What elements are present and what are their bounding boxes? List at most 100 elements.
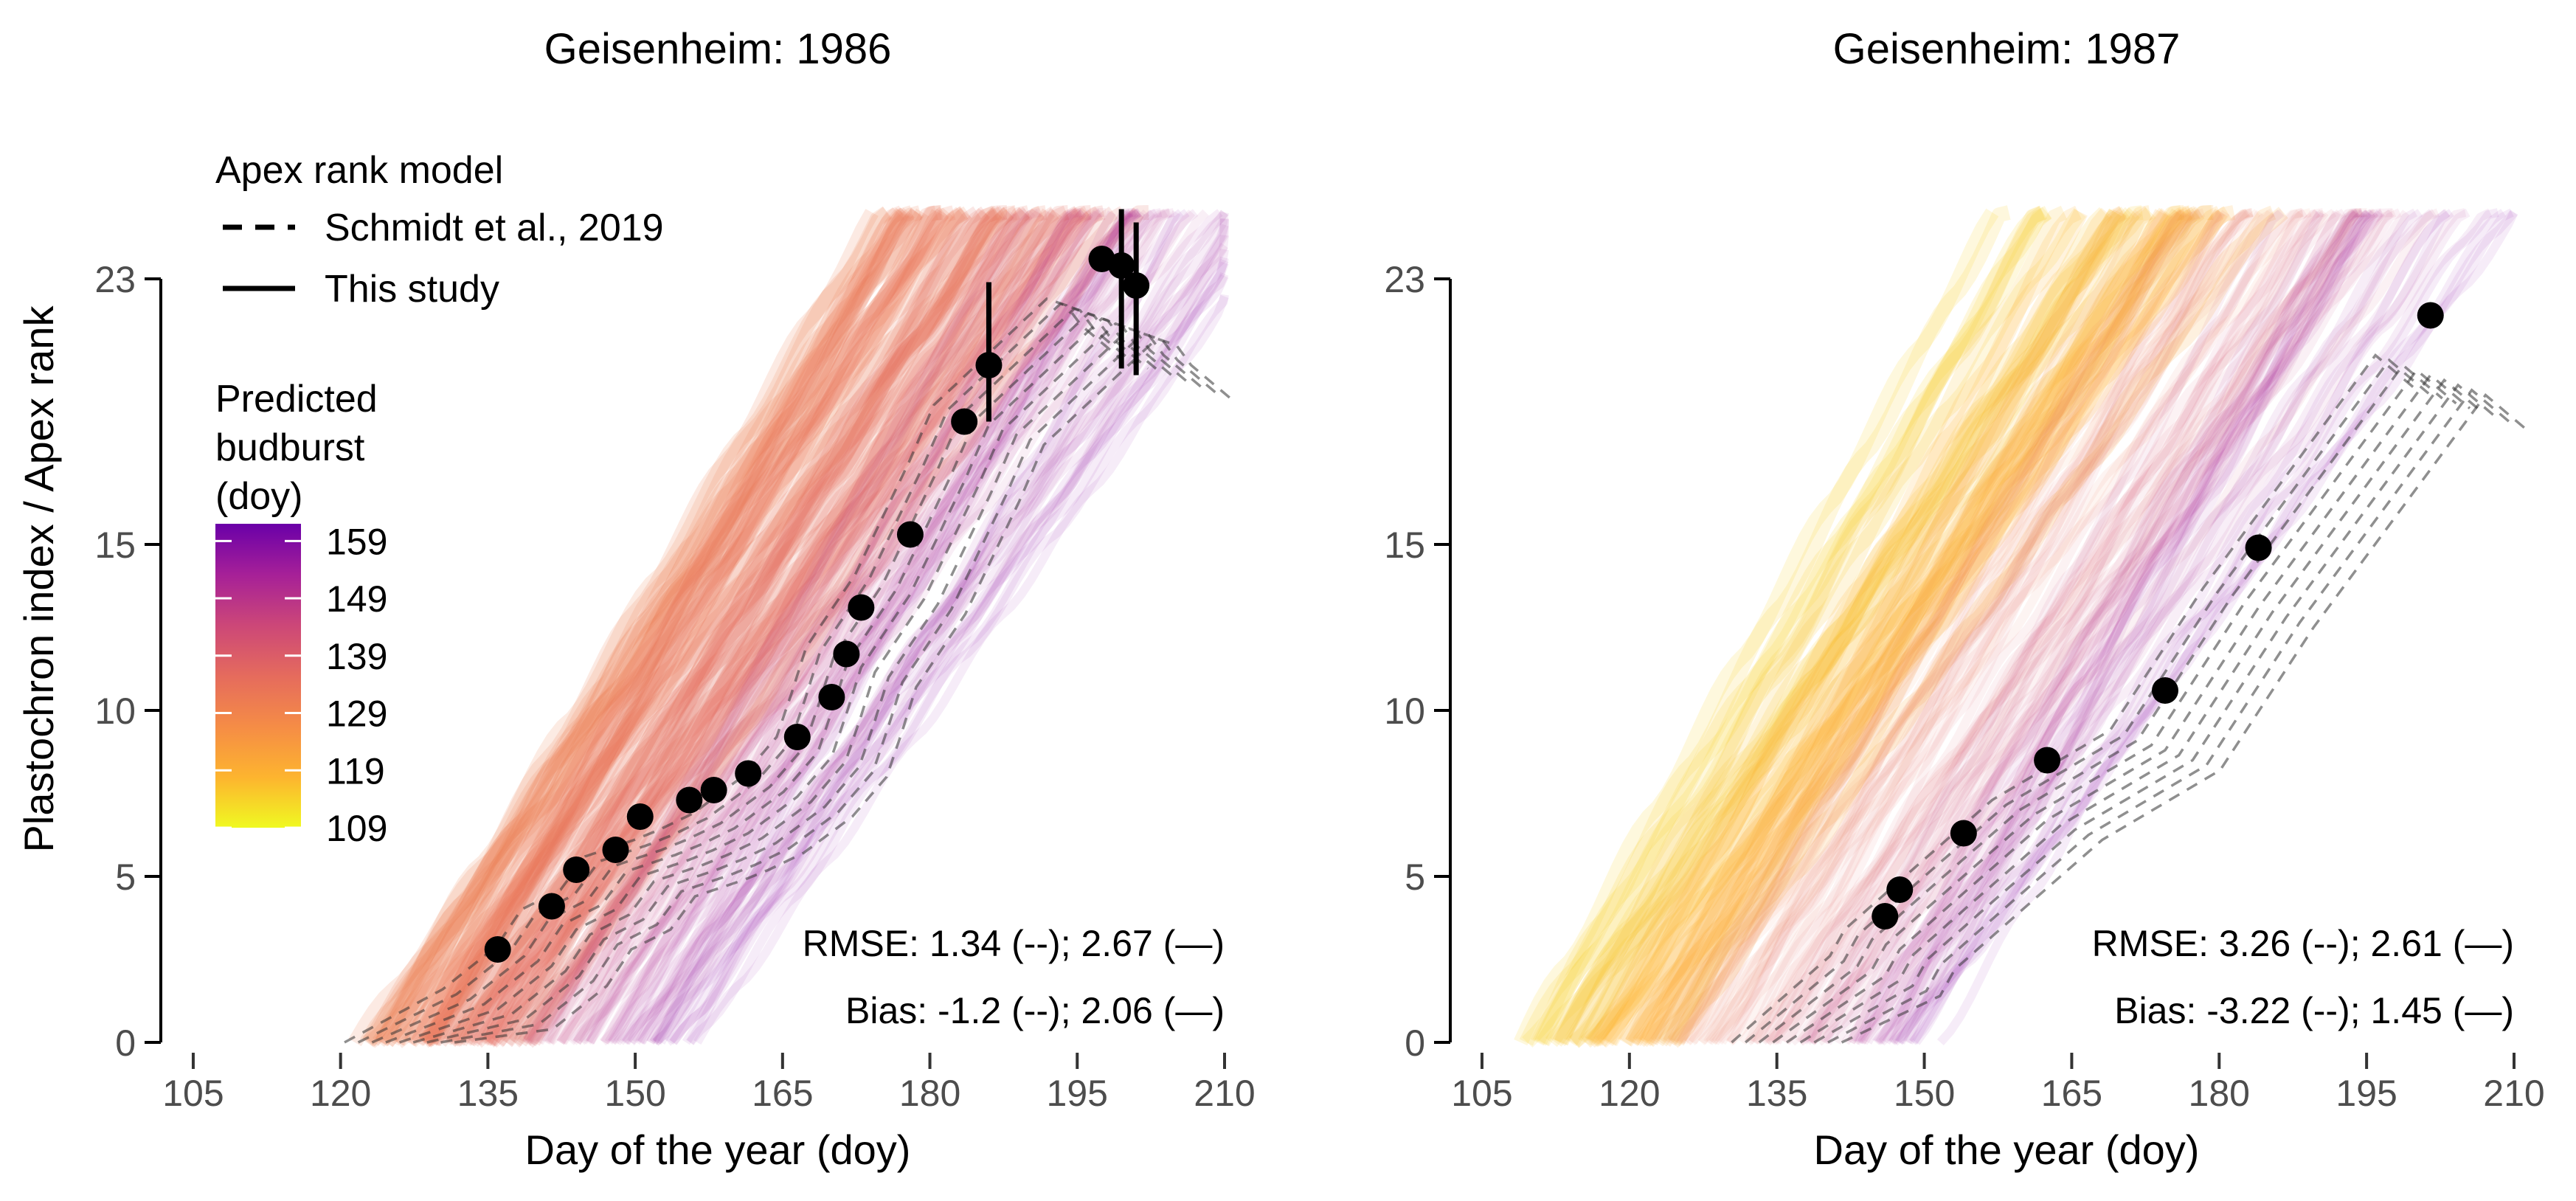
model-dashed-line (1827, 388, 2513, 1044)
ensemble-line (604, 208, 1140, 1045)
ensemble-line (1563, 207, 2136, 1047)
model-dashed-line (440, 332, 1218, 1044)
ensemble-line (1863, 209, 2451, 1045)
ensemble-line (381, 207, 893, 1048)
ensemble-line (544, 208, 1041, 1045)
x-tick-label: 150 (1894, 1073, 1955, 1114)
ensemble-line (1600, 206, 2082, 1047)
bias-annotation: Bias: -3.22 (--); 1.45 (—) (2114, 990, 2514, 1031)
ensemble-line (1891, 208, 2418, 1046)
ensemble-line (1764, 210, 2361, 1046)
ensemble-line (348, 206, 969, 1047)
ensemble-line (1841, 210, 2341, 1045)
model-dashed-line (399, 317, 1177, 1044)
ensemble-line (423, 205, 905, 1046)
ensemble-line (1799, 208, 2347, 1045)
ensemble-line (1536, 205, 2144, 1047)
observation-point (2245, 534, 2272, 561)
model-dashed-line (1786, 373, 2471, 1044)
ensemble-line (1875, 209, 2423, 1045)
ensemble-line (600, 208, 1175, 1045)
colorbar-tick-label: 149 (326, 578, 387, 620)
x-axis: 105 120 135 150 165 180 195 210 (162, 1053, 1256, 1114)
ensemble-line (1851, 208, 2437, 1045)
ensemble-line (522, 206, 1081, 1048)
ensemble-line (1534, 205, 2046, 1046)
ensemble-line (491, 208, 1045, 1047)
ensemble-line (1530, 205, 2011, 1046)
ensemble-line (1545, 207, 2156, 1048)
ensemble-line (1641, 206, 2232, 1048)
ensemble-line (1663, 210, 2142, 1045)
ensemble-line (362, 207, 955, 1047)
x-tick-label: 165 (752, 1073, 813, 1114)
observation-point (951, 408, 978, 435)
ensemble-line (534, 210, 1073, 1045)
ensemble-line (486, 207, 1086, 1048)
observation-points (1872, 302, 2444, 930)
ensemble-line (1585, 205, 2183, 1048)
ensemble-line (392, 207, 1003, 1048)
ensemble-line (1554, 206, 2048, 1046)
ensemble-line (365, 205, 944, 1046)
ensemble-line (1846, 208, 2383, 1045)
ensemble-line (1761, 210, 2329, 1045)
panel-title: Geisenheim: 1987 (1833, 25, 2181, 73)
ensemble-line (547, 209, 1094, 1046)
ensemble-line (666, 256, 1229, 1045)
ensemble-line (1711, 209, 2248, 1045)
ensemble-line (669, 249, 1229, 1045)
ensemble-line (1663, 206, 2205, 1046)
ensemble-line (1632, 209, 2127, 1048)
ensemble-line (475, 205, 1045, 1046)
legend-model-title: Apex rank model (215, 149, 503, 192)
ensemble-line (1819, 208, 2308, 1045)
observation-point (1872, 903, 1899, 930)
ensemble-line (1667, 210, 2274, 1046)
y-tick-label: 0 (1405, 1022, 1425, 1064)
ensemble-line (477, 205, 998, 1047)
observation-point (626, 803, 654, 830)
ensemble-line (499, 206, 982, 1046)
ensemble-line (1639, 207, 2173, 1046)
legend-color-title-line2: budburst (215, 426, 365, 469)
model-dashed-line (1799, 378, 2485, 1044)
ensemble-line (1593, 205, 2151, 1048)
ensemble-line (375, 208, 910, 1046)
ensemble-line (1854, 210, 2324, 1045)
ensemble-line (1886, 208, 2493, 1045)
ensemble-line (360, 206, 891, 1047)
ensemble-line (1769, 208, 2324, 1045)
x-axis-title: Day of the year (doy) (525, 1126, 911, 1173)
ensemble-line (508, 206, 1128, 1047)
ensemble-line (536, 208, 1141, 1045)
ensemble-line (1552, 208, 2185, 1047)
ensemble-line (1857, 208, 2365, 1045)
ensemble-line (1807, 210, 2366, 1045)
ensemble-line (1522, 206, 2052, 1048)
ensemble-line (1759, 208, 2305, 1045)
ensemble-line (1895, 210, 2518, 1045)
ensemble-line (1745, 210, 2224, 1045)
colorbar-tick-label: 119 (326, 750, 385, 792)
ensemble-line (1697, 208, 2312, 1046)
ensemble-line (1902, 210, 2373, 1045)
model-dashed-line (1813, 383, 2499, 1044)
ensemble-lines (1514, 205, 2518, 1048)
ensemble-line (526, 207, 1030, 1046)
ensemble-line (517, 205, 1106, 1046)
ensemble-line (1635, 208, 2228, 1048)
ensemble-line (1705, 210, 2254, 1045)
ensemble-line (390, 209, 924, 1046)
ensemble-line (559, 209, 1087, 1045)
observation-point (676, 786, 703, 814)
ensemble-line (1855, 210, 2384, 1045)
ensemble-line (1638, 208, 2192, 1047)
ensemble-line (1519, 207, 2052, 1046)
bias-annotation: Bias: -1.2 (--); 2.06 (—) (845, 990, 1225, 1031)
colorbar-ticks: 159 149 139 129 119 109 (215, 521, 387, 849)
ensemble-line (1797, 208, 2402, 1046)
model-dashed-line (344, 297, 1122, 1044)
ensemble-line (1670, 206, 2153, 1046)
y-tick-label: 10 (94, 691, 136, 732)
